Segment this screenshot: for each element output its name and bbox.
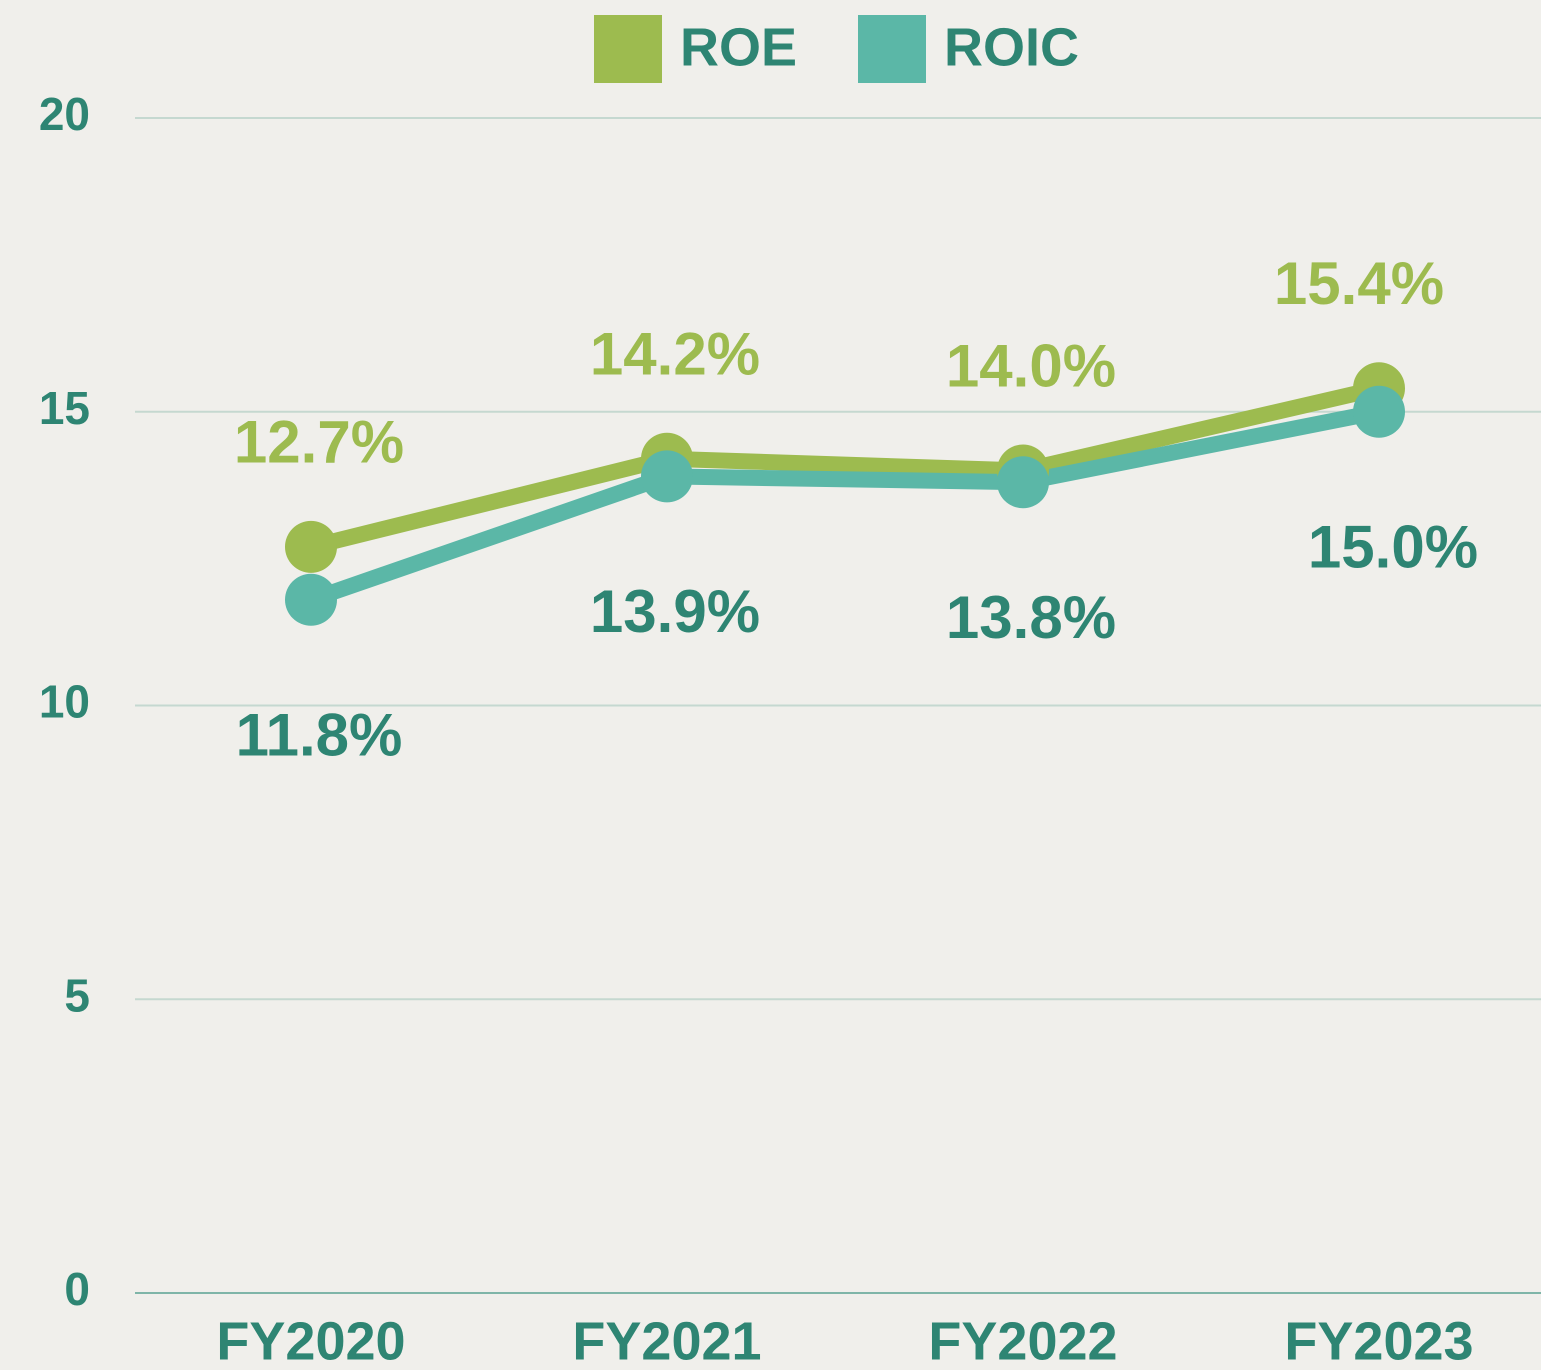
data-label: 15.0% [1308, 514, 1478, 581]
x-tick-label: FY2020 [216, 1311, 405, 1370]
series-line [309, 380, 1381, 555]
legend-swatch [858, 15, 926, 83]
data-point [997, 456, 1049, 509]
data-point [1353, 385, 1405, 438]
data-label: 11.8% [236, 702, 403, 769]
data-label: 12.7% [234, 409, 404, 476]
data-label: 13.8% [946, 584, 1116, 651]
y-tick-label: 5 [64, 969, 90, 1021]
y-tick-label: 10 [39, 676, 90, 728]
x-tick-label: FY2023 [1284, 1311, 1473, 1370]
legend-label: ROE [680, 17, 797, 77]
y-tick-label: 15 [39, 382, 90, 434]
x-tick-label: FY2022 [928, 1311, 1117, 1370]
data-point [285, 520, 337, 573]
data-label: 15.4% [1274, 250, 1444, 317]
data-label: 13.9% [590, 578, 760, 645]
series-line [308, 403, 1381, 608]
data-point [641, 450, 693, 503]
y-tick-label: 0 [64, 1263, 90, 1315]
legend-swatch [594, 15, 662, 83]
data-point [285, 573, 337, 626]
data-label: 14.2% [590, 321, 760, 388]
legend-label: ROIC [944, 17, 1079, 77]
y-tick-label: 20 [39, 88, 90, 140]
data-label: 14.0% [946, 332, 1116, 399]
x-tick-label: FY2021 [572, 1311, 761, 1370]
